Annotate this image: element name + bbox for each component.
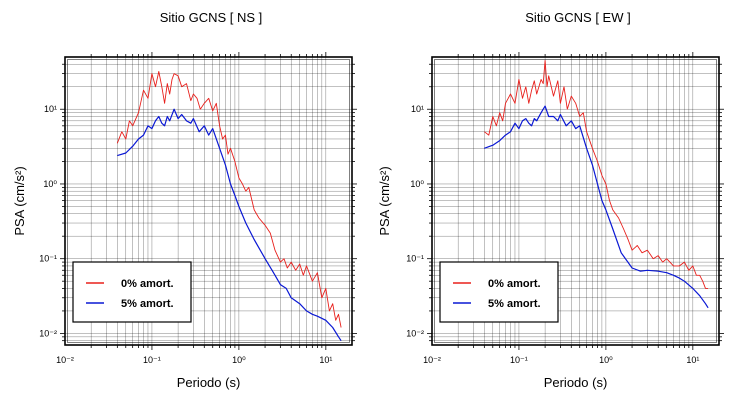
legend-label-1: 0% amort. xyxy=(488,278,541,290)
y-tick-label: 10¹ xyxy=(411,104,424,114)
series-line-1 xyxy=(484,59,709,289)
series-line-2 xyxy=(484,105,709,309)
plot-frame-inner xyxy=(434,59,717,343)
y-tick-label: 10⁻² xyxy=(406,328,424,338)
legend-label-2: 5% amort. xyxy=(488,298,541,310)
chart-title: Sitio GCNS [ NS ] xyxy=(160,10,263,25)
series-line-1 xyxy=(116,71,342,328)
plot-frame xyxy=(431,56,720,346)
x-tick-label: 10⁰ xyxy=(599,355,613,365)
legend-label-2: 5% amort. xyxy=(121,298,174,310)
legend: 0% amort. 5% amort. xyxy=(72,261,192,323)
legend-box xyxy=(72,261,192,323)
x-axis-label: Periodo (s) xyxy=(544,375,608,390)
y-axis-label: PSA (cm/s²) xyxy=(377,166,392,235)
x-tick-label: 10⁰ xyxy=(232,355,246,365)
x-tick-label: 10¹ xyxy=(686,355,699,365)
x-axis-label: Periodo (s) xyxy=(177,375,241,390)
y-tick-label: 10⁰ xyxy=(43,179,57,189)
y-axis-label: PSA (cm/s²) xyxy=(12,166,27,235)
y-tick-label: 10⁻¹ xyxy=(406,254,424,264)
series-line-2 xyxy=(117,108,342,342)
y-tick-label: 10⁻¹ xyxy=(39,254,57,264)
chart-panel-2: Sitio GCNS [ EW ] 10⁻² 10⁻¹ 10⁰ 10¹ 10⁻² 10⁻¹ 1… xyxy=(377,10,724,390)
y-tick-label: 10¹ xyxy=(44,104,57,114)
x-tick-label: 10⁻¹ xyxy=(143,355,161,365)
series-group xyxy=(484,59,709,309)
grid-lines xyxy=(432,57,719,345)
plot-frame-inner xyxy=(67,59,350,343)
legend-box xyxy=(439,261,559,323)
chart-title: Sitio GCNS [ EW ] xyxy=(525,10,630,25)
y-tick-label: 10⁰ xyxy=(410,179,424,189)
x-tick-label: 10⁻² xyxy=(423,355,441,365)
plot-frame xyxy=(64,56,353,346)
chart-panel-1: Sitio GCNS [ NS ] 10⁻² 10⁻¹ 10⁰ 10¹ 10⁻² 10⁻¹ 1… xyxy=(12,10,357,390)
x-tick-label: 10¹ xyxy=(319,355,332,365)
x-tick-label: 10⁻² xyxy=(56,355,74,365)
series-group xyxy=(116,71,342,342)
y-tick-label: 10⁻² xyxy=(39,328,57,338)
legend: 0% amort. 5% amort. xyxy=(439,261,559,323)
legend-label-1: 0% amort. xyxy=(121,278,174,290)
x-tick-label: 10⁻¹ xyxy=(510,355,528,365)
